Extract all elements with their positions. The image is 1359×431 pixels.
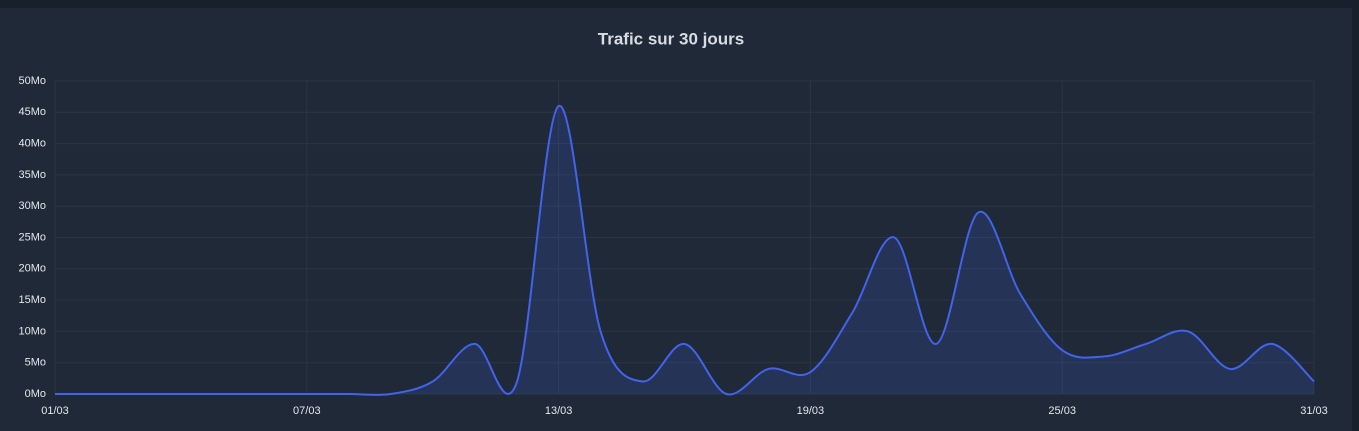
panel	[0, 8, 1352, 431]
y-tick-label: 5Mo	[25, 357, 46, 369]
x-tick-label: 19/03	[797, 405, 825, 417]
line	[55, 105, 1315, 396]
x-tick-label: 25/03	[1048, 405, 1076, 417]
x-tick-label: 13/03	[545, 405, 573, 417]
y-tick-label: 50Mo	[18, 75, 46, 87]
chart-title: Trafic sur 30 jours	[598, 29, 744, 48]
y-tick-label: 20Mo	[18, 263, 46, 275]
x-tick-label: 31/03	[1300, 405, 1328, 417]
area-fill	[55, 105, 1314, 395]
y-tick-label: 10Mo	[18, 325, 46, 337]
x-tick-label: 07/03	[293, 405, 321, 417]
y-tick-label: 15Mo	[18, 294, 46, 306]
y-tick-label: 0Mo	[25, 388, 46, 400]
x-tick-label: 01/03	[41, 405, 69, 417]
y-tick-label: 35Mo	[18, 169, 46, 181]
y-tick-label: 25Mo	[18, 231, 46, 243]
y-tick-label: 40Mo	[18, 138, 46, 150]
y-tick-label: 30Mo	[18, 200, 46, 212]
y-tick-label: 45Mo	[18, 106, 46, 118]
